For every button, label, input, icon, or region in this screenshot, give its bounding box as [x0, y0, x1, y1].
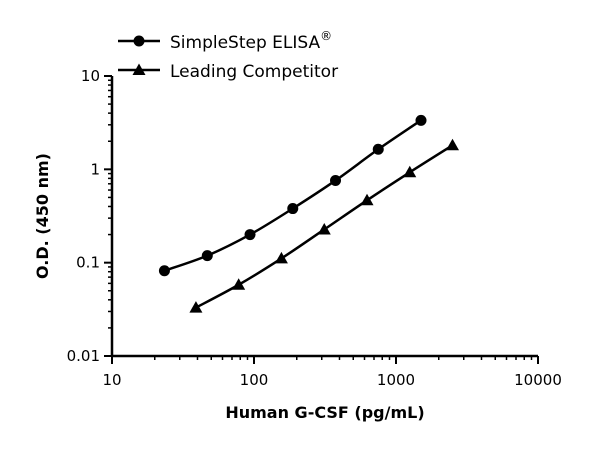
plot-area	[158, 114, 460, 313]
data-point-circle	[372, 143, 384, 155]
legend-label-0: SimpleStep ELISA®	[170, 29, 332, 53]
x-tick-label: 1000	[377, 371, 415, 389]
series-line-0	[164, 119, 422, 272]
data-point-circle	[244, 229, 256, 241]
y-tick-label: 1	[90, 160, 100, 178]
data-point-circle	[415, 114, 427, 126]
data-point-circle	[201, 250, 213, 262]
data-point-circle	[287, 203, 299, 215]
y-tick-label: 0.1	[76, 254, 100, 272]
y-axis-label: O.D. (450 nm)	[33, 153, 52, 279]
legend-marker-triangle	[132, 63, 146, 75]
data-point-triangle	[274, 251, 288, 264]
data-point-circle	[158, 265, 170, 277]
data-point-triangle	[317, 222, 331, 235]
data-point-triangle	[403, 165, 417, 178]
data-point-circle	[330, 174, 342, 186]
x-tick-label: 100	[240, 371, 269, 389]
axes: 10 100 1000 10000 0.01 0.1 1 10	[67, 67, 562, 389]
legend: SimpleStep ELISA® Leading Competitor	[118, 29, 338, 82]
data-point-triangle	[360, 193, 374, 206]
y-tick-label: 10	[81, 67, 100, 85]
data-point-triangle	[446, 138, 460, 151]
data-point-triangle	[232, 278, 246, 290]
legend-marker-circle	[133, 35, 145, 47]
x-tick-label: 10000	[514, 371, 562, 389]
x-axis-label: Human G-CSF (pg/mL)	[225, 403, 424, 422]
x-tick-label: 10	[102, 371, 121, 389]
y-tick-label: 0.01	[67, 347, 100, 365]
legend-label-1: Leading Competitor	[170, 62, 338, 82]
data-point-triangle	[189, 301, 203, 313]
